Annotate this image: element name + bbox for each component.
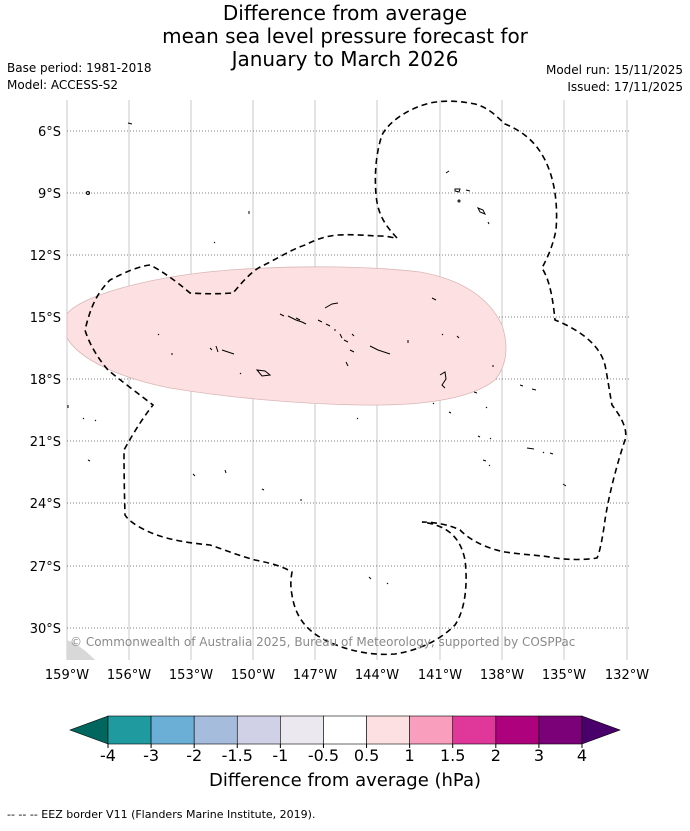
colorbar-tick-label: 1.5 (440, 746, 465, 765)
landmass-fragment (67, 640, 95, 660)
colorbar-swatch (193, 715, 238, 745)
lat-label: 24°S (30, 497, 61, 512)
colorbar-tick-label: -1 (272, 746, 288, 765)
colorbar: -4 -3 -2 -1.5 -1 -0.5 0.5 1 1.5 2 3 4 (69, 715, 621, 765)
colorbar-tick-label: 0.5 (354, 746, 379, 765)
title-line-3: January to March 2026 (231, 47, 459, 71)
colorbar-swatch (495, 715, 540, 745)
run-info: Model run: 15/11/2025 Issued: 17/11/2025 (546, 62, 683, 96)
colorbar-swatch (366, 715, 410, 745)
lon-label: 135°W (542, 668, 586, 683)
pressure-anomaly-region (66, 266, 507, 406)
lon-label: 159°W (45, 668, 89, 683)
colorbar-swatch (452, 715, 497, 745)
lat-label: 21°S (30, 435, 61, 450)
colorbar-tick-label: 4 (577, 746, 587, 765)
lat-label: 12°S (30, 249, 61, 264)
lon-label: 144°W (355, 668, 399, 683)
lon-label: 153°W (169, 668, 213, 683)
colorbar-swatch (280, 715, 324, 745)
base-info: Base period: 1981-2018 Model: ACCESS-S2 (7, 60, 152, 94)
map-title: Difference from average mean sea level p… (0, 2, 690, 71)
eez-legend-note: -- -- -- EEZ border V11 (Flanders Marine… (7, 808, 316, 821)
colorbar-swatch (538, 715, 583, 745)
colorbar-tick-label: 3 (534, 746, 544, 765)
islands (67, 122, 567, 585)
colorbar-tick-label: -0.5 (308, 746, 339, 765)
colorbar-tick-label: 1 (405, 746, 415, 765)
issued-date: Issued: 17/11/2025 (567, 80, 683, 94)
lat-label: 9°S (38, 187, 61, 202)
colorbar-swatch (409, 715, 454, 745)
model-name: Model: ACCESS-S2 (7, 78, 119, 92)
model-run: Model run: 15/11/2025 (545, 63, 683, 77)
lat-label: 15°S (30, 311, 61, 326)
colorbar-swatch (150, 715, 195, 745)
colorbar-swatch (107, 715, 152, 745)
colorbar-tick-label: 2 (491, 746, 501, 765)
lat-label: 18°S (30, 373, 61, 388)
colorbar-tick-label: -2 (186, 746, 202, 765)
colorbar-tick-label: -1.5 (222, 746, 253, 765)
title-line-1: Difference from average (222, 1, 468, 25)
lat-label: 27°S (30, 560, 61, 575)
lon-label: 141°W (418, 668, 462, 683)
lat-label: 6°S (38, 125, 61, 140)
colorbar-tick-label: -4 (100, 746, 116, 765)
colorbar-title: Difference from average (hPa) (208, 770, 482, 791)
eez-border (84, 100, 627, 656)
lon-label: 138°W (480, 668, 524, 683)
title-line-2: mean sea level pressure forecast for (162, 24, 528, 48)
lon-label: 156°W (107, 668, 151, 683)
colorbar-extend-high (581, 715, 621, 745)
colorbar-extend-low (69, 715, 109, 745)
lon-label: 150°W (231, 668, 275, 683)
longitude-labels: 159°W 156°W 153°W 150°W 147°W 144°W 141°… (45, 668, 649, 683)
lon-label: 147°W (293, 668, 337, 683)
colorbar-tick-label: -3 (143, 746, 159, 765)
latitude-labels: 6°S 9°S 12°S 15°S 18°S 21°S 24°S 27°S 30… (30, 125, 61, 637)
copyright-notice: © Commonwealth of Australia 2025, Bureau… (70, 635, 575, 649)
colorbar-swatch (323, 715, 367, 745)
lat-label: 30°S (30, 622, 61, 637)
lon-label: 132°W (605, 668, 649, 683)
base-period: Base period: 1981-2018 (7, 61, 152, 75)
colorbar-swatch (236, 715, 281, 745)
